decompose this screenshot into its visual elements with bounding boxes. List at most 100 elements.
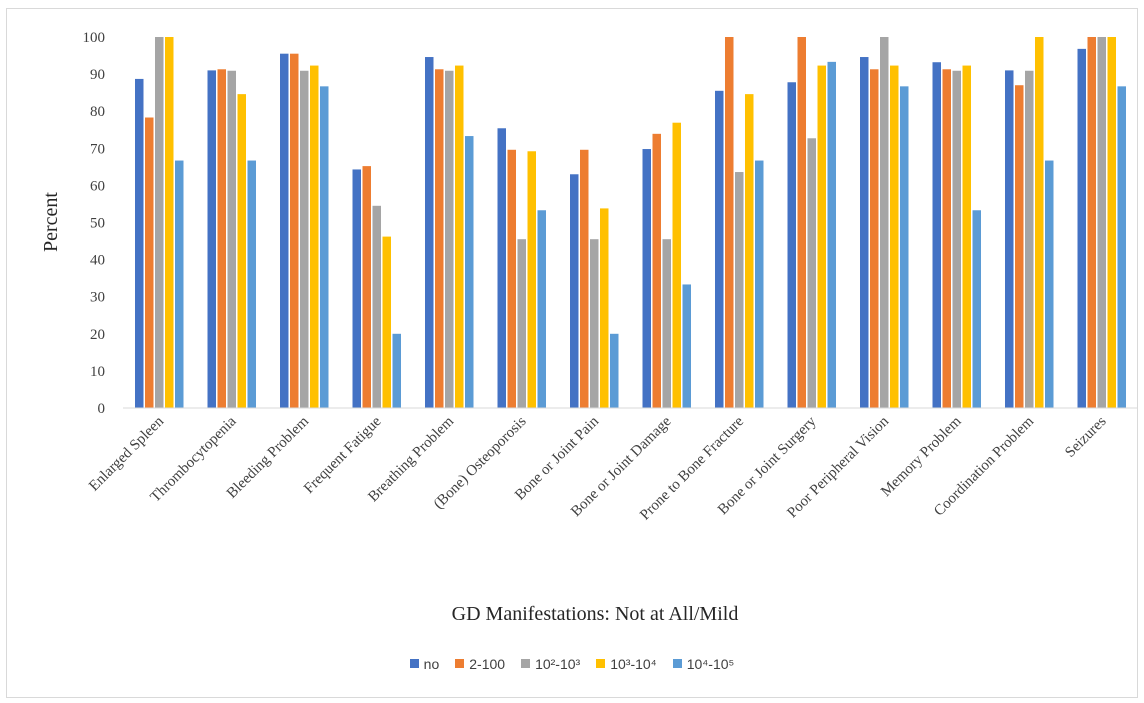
- bar: [217, 69, 226, 408]
- bar: [352, 169, 361, 408]
- category-labels: Enlarged SpleenThrombocytopeniaBleeding …: [86, 413, 1110, 523]
- bar: [880, 37, 889, 408]
- legend-swatch: [409, 659, 419, 668]
- bar: [155, 37, 164, 408]
- x-axis-title: GD Manifestations: Not at All/Mild: [452, 603, 739, 625]
- bar: [952, 70, 961, 408]
- bar: [300, 70, 309, 408]
- bar: [827, 61, 836, 409]
- y-tick-label: 40: [90, 253, 105, 269]
- bar: [517, 239, 526, 408]
- bar: [610, 333, 619, 408]
- bar: [537, 210, 546, 408]
- bar: [860, 57, 869, 408]
- bar: [932, 62, 941, 408]
- bar: [652, 133, 661, 408]
- bar: [600, 208, 609, 408]
- bar: [735, 172, 744, 408]
- bar: [1015, 85, 1024, 408]
- bar: [900, 86, 909, 408]
- legend-swatch: [521, 659, 531, 668]
- bar: [320, 86, 329, 408]
- bar: [175, 160, 184, 408]
- bar: [237, 94, 246, 408]
- bar: [1077, 48, 1086, 409]
- bar: [972, 210, 981, 408]
- chart-frame: [6, 8, 1138, 698]
- bar: [382, 236, 391, 408]
- bar: [372, 205, 381, 408]
- y-tick-label: 80: [90, 104, 105, 120]
- bar: [527, 151, 536, 408]
- bar: [890, 65, 899, 408]
- bar: [682, 284, 691, 408]
- legend-label: 10²-10³: [535, 655, 581, 672]
- bar: [247, 160, 256, 408]
- bar: [942, 69, 951, 408]
- category-label: Frequent Fatigue: [301, 413, 385, 497]
- bar: [435, 69, 444, 408]
- bar: [787, 82, 796, 408]
- bar: [455, 65, 464, 408]
- y-tick-label: 50: [90, 216, 105, 232]
- y-tick-label: 90: [90, 67, 105, 83]
- legend-item: 2-100: [455, 656, 505, 672]
- bar: [280, 53, 289, 408]
- bar: [465, 136, 474, 408]
- bar: [165, 37, 174, 408]
- bar: [807, 138, 816, 408]
- legend-label: no: [423, 655, 440, 672]
- bar: [1097, 37, 1106, 408]
- bar: [445, 70, 454, 408]
- legend: no 2-100 10²-10³ 10³-10⁴ 10⁴-10⁵: [0, 655, 1144, 672]
- bar: [1087, 37, 1096, 408]
- legend-item: no: [409, 655, 440, 672]
- legend-item: 10⁴-10⁵: [672, 655, 735, 672]
- bar: [310, 65, 319, 408]
- y-tick-label: 100: [83, 30, 106, 46]
- bar: [817, 65, 826, 408]
- y-tick-label: 30: [90, 290, 105, 306]
- bar: [362, 166, 371, 408]
- bar: [755, 160, 764, 408]
- bars: [135, 37, 1126, 409]
- bar-chart: 0 10 20 30 40 50 60 70 80 90 100 Enlarged SpleenTh…: [40, 30, 1138, 625]
- y-axis-ticks: 0 10 20 30 40 50 60 70 80 90 100: [83, 30, 106, 417]
- legend-label: 10⁴-10⁵: [686, 655, 735, 672]
- bar: [207, 70, 216, 408]
- bar: [672, 122, 681, 408]
- legend-item: 10²-10³: [521, 656, 580, 672]
- y-tick-label: 20: [90, 327, 105, 343]
- y-tick-label: 0: [98, 401, 106, 417]
- bar: [590, 239, 599, 408]
- bar: [570, 174, 579, 408]
- bar: [135, 78, 144, 409]
- bar: [1005, 70, 1014, 408]
- legend-swatch: [596, 659, 606, 668]
- bar: [1035, 37, 1044, 408]
- bar: [497, 128, 506, 408]
- bar: [1117, 86, 1126, 408]
- bar: [290, 53, 299, 408]
- bar: [797, 37, 806, 408]
- bar: [1107, 37, 1116, 408]
- bar: [580, 149, 589, 408]
- y-axis-title: Percent: [40, 192, 62, 252]
- legend-label: 10³-10⁴: [610, 655, 657, 672]
- legend-label: 2-100: [469, 655, 506, 672]
- bar: [745, 94, 754, 408]
- bar: [870, 69, 879, 408]
- bar: [725, 37, 734, 408]
- bar: [1045, 160, 1054, 408]
- legend-swatch: [455, 659, 465, 668]
- y-tick-label: 60: [90, 178, 105, 194]
- category-label: Seizures: [1062, 413, 1109, 460]
- bar: [227, 70, 236, 408]
- bar: [662, 239, 671, 408]
- bar: [392, 333, 401, 408]
- bar: [715, 90, 724, 409]
- bar: [145, 117, 154, 408]
- y-tick-label: 10: [90, 364, 105, 380]
- bar: [1025, 70, 1034, 408]
- bar: [425, 57, 434, 408]
